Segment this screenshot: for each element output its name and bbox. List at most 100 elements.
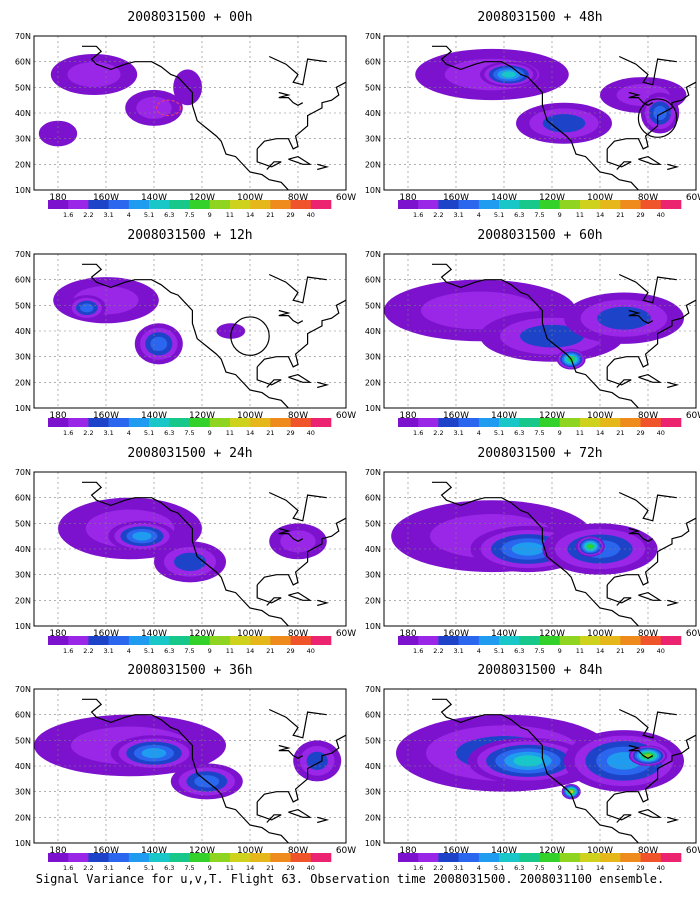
colorbar-swatch bbox=[48, 636, 69, 645]
colorbar-label: 6.3 bbox=[164, 211, 174, 219]
colorbar-swatch bbox=[290, 200, 312, 209]
x-tick-label: 140W bbox=[141, 846, 167, 856]
colorbar-swatch bbox=[128, 418, 150, 427]
map-chart: 2008031500 + 00h 180 160W 140W 120W 100W 80W 60… bbox=[15, 10, 356, 219]
colorbar-label: 2.2 bbox=[433, 429, 443, 437]
y-tick-label: 50N bbox=[365, 301, 381, 310]
colorbar-swatch bbox=[209, 418, 231, 427]
colorbar-swatch bbox=[418, 200, 439, 209]
colorbar-label: 7.5 bbox=[534, 429, 544, 437]
colorbar-label: 40 bbox=[657, 211, 665, 219]
colorbar-swatch bbox=[519, 200, 540, 209]
variance-contour bbox=[501, 71, 516, 78]
colorbar-label: 11 bbox=[226, 864, 234, 872]
coastline bbox=[256, 584, 282, 606]
y-tick-label: 70N bbox=[15, 32, 31, 41]
coastline bbox=[278, 744, 304, 759]
coastline bbox=[606, 81, 696, 150]
x-tick-label: 100W bbox=[237, 411, 263, 421]
colorbar-swatch bbox=[149, 853, 170, 862]
coastline bbox=[256, 366, 282, 388]
colorbar-swatch bbox=[250, 200, 271, 209]
colorbar-label: 9 bbox=[208, 647, 212, 655]
y-tick-label: 30N bbox=[15, 135, 31, 144]
colorbar-swatch bbox=[499, 200, 520, 209]
colorbar-swatch bbox=[88, 418, 109, 427]
coastline bbox=[606, 299, 696, 368]
y-tick-label: 10N bbox=[365, 839, 381, 848]
x-tick-label: 180 bbox=[49, 193, 66, 203]
x-tick-label: 100W bbox=[237, 193, 263, 203]
colorbar-swatch bbox=[128, 636, 150, 645]
x-tick-label: 120W bbox=[539, 193, 565, 203]
y-tick-label: 20N bbox=[15, 378, 31, 387]
y-tick-label: 10N bbox=[15, 622, 31, 631]
coastline bbox=[288, 373, 313, 383]
colorbar-swatch bbox=[620, 200, 641, 209]
x-tick-label: 180 bbox=[399, 411, 416, 421]
colorbar-label: 40 bbox=[657, 647, 665, 655]
colorbar-swatch bbox=[418, 636, 439, 645]
colorbar-swatch bbox=[620, 853, 641, 862]
colorbar-swatch bbox=[600, 853, 621, 862]
coastline bbox=[268, 708, 327, 739]
coastline bbox=[618, 55, 677, 86]
y-tick-label: 10N bbox=[365, 404, 381, 413]
x-tick-label: 140W bbox=[491, 411, 517, 421]
x-tick-label: 60W bbox=[336, 629, 356, 639]
colorbar-swatch bbox=[478, 636, 500, 645]
colorbar-swatch bbox=[149, 200, 170, 209]
colorbar-swatch bbox=[88, 200, 109, 209]
x-tick-label: 60W bbox=[336, 411, 356, 421]
x-tick-label: 140W bbox=[491, 193, 517, 203]
colorbar-label: 4 bbox=[127, 429, 131, 437]
y-tick-label: 40N bbox=[15, 545, 31, 554]
x-tick-label: 160W bbox=[93, 411, 119, 421]
coastline bbox=[432, 698, 640, 843]
x-tick-label: 120W bbox=[189, 629, 215, 639]
colorbar-swatch bbox=[48, 853, 69, 862]
colorbar-swatch bbox=[88, 636, 109, 645]
y-tick-label: 20N bbox=[15, 160, 31, 169]
coastline bbox=[606, 734, 696, 803]
colorbar-label: 5.1 bbox=[494, 647, 504, 655]
colorbar-label: 40 bbox=[657, 864, 665, 872]
panel-title: 2008031500 + 60h bbox=[477, 228, 602, 243]
colorbar-label: 1.6 bbox=[413, 429, 423, 437]
y-tick-label: 50N bbox=[365, 736, 381, 745]
coastline bbox=[606, 517, 696, 586]
colorbar-label: 3.1 bbox=[103, 864, 113, 872]
coastline bbox=[278, 91, 304, 106]
coastline bbox=[432, 45, 640, 190]
y-tick-label: 60N bbox=[365, 494, 381, 503]
y-tick-label: 30N bbox=[365, 135, 381, 144]
colorbar-label: 11 bbox=[226, 647, 234, 655]
colorbar-swatch bbox=[108, 853, 130, 862]
variance-contour bbox=[520, 324, 584, 348]
x-tick-label: 180 bbox=[399, 629, 416, 639]
colorbar-label: 21 bbox=[266, 864, 274, 872]
map-chart: 2008031500 + 36h 180 160W 140W 120W 100W 80W 60… bbox=[15, 663, 356, 872]
y-tick-label: 40N bbox=[365, 545, 381, 554]
colorbar-swatch bbox=[579, 418, 601, 427]
variance-contour bbox=[587, 544, 594, 549]
x-tick-label: 60W bbox=[686, 193, 700, 203]
coastline bbox=[618, 708, 677, 739]
colorbar-swatch bbox=[169, 200, 190, 209]
colorbar-label: 1.6 bbox=[413, 211, 423, 219]
x-tick-label: 120W bbox=[189, 846, 215, 856]
colorbar-swatch bbox=[478, 853, 500, 862]
colorbar-swatch bbox=[270, 200, 291, 209]
colorbar-swatch bbox=[539, 636, 561, 645]
coastline bbox=[628, 744, 654, 759]
panel-title: 2008031500 + 12h bbox=[127, 228, 252, 243]
y-tick-label: 30N bbox=[15, 788, 31, 797]
colorbar-swatch bbox=[189, 418, 211, 427]
map-panel: 2008031500 + 24h 180 160W 140W 120W 100W 80W 60… bbox=[0, 440, 356, 658]
y-tick-label: 70N bbox=[365, 468, 381, 477]
coastline bbox=[317, 599, 330, 607]
colorbar-label: 11 bbox=[576, 429, 584, 437]
colorbar-swatch bbox=[209, 853, 231, 862]
colorbar-label: 2.2 bbox=[433, 647, 443, 655]
colorbar-label: 5.1 bbox=[144, 429, 154, 437]
